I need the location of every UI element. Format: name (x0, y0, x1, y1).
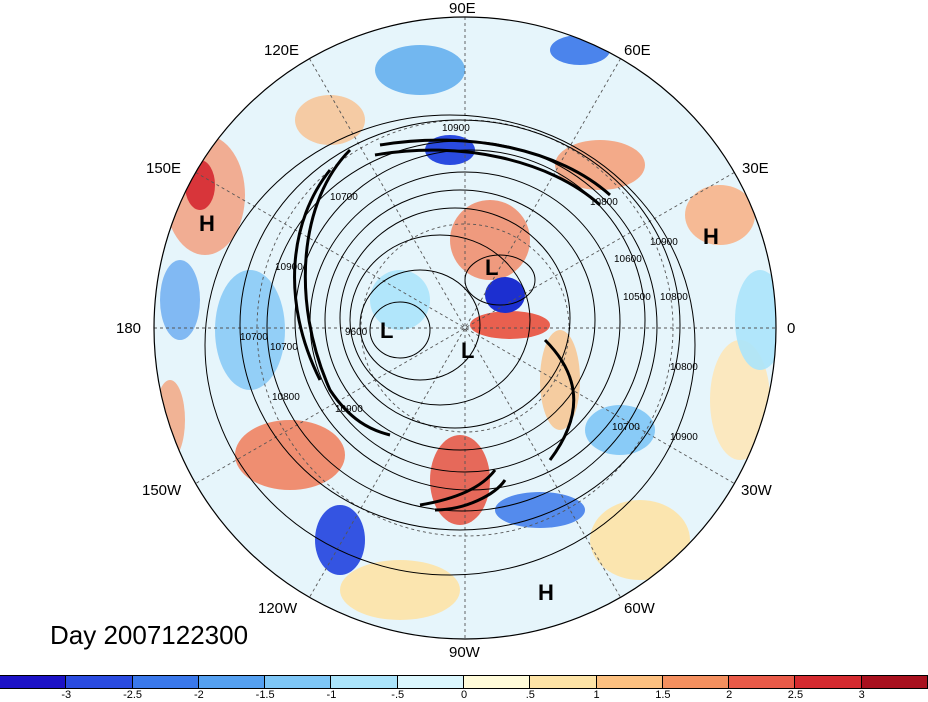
colorbar-tick-label: 1.5 (655, 689, 671, 701)
contour-label: 10600 (614, 254, 642, 265)
contour-label: 10700 (240, 332, 268, 343)
colorbar-swatch (198, 676, 266, 688)
map-title: Day 2007122300 (50, 620, 249, 650)
colorbar-tick-label: 2 (726, 689, 733, 701)
contour-label: 9600 (345, 327, 368, 338)
colorbar-tick-label: 0 (460, 689, 468, 701)
colorbar-swatch (596, 676, 663, 688)
contour-label: 10900 (650, 237, 678, 248)
anomaly-field (154, 17, 776, 639)
contour-label: 10800 (272, 392, 300, 403)
colorbar-swatch (463, 676, 531, 688)
polar-stereographic-map: 10900 10700 10800 10500 10600 10900 1080… (153, 16, 777, 640)
colorbar-tick-label: .5 (525, 689, 535, 701)
high-pressure-marker: H (538, 580, 554, 605)
colorbar-swatch (331, 676, 398, 688)
colorbar-swatch (132, 676, 199, 688)
contour-label: 10900 (442, 123, 470, 134)
contour-label: 10900 (335, 404, 363, 415)
contour-label: 10800 (590, 197, 618, 208)
colorbar-tick-label: 2.5 (787, 689, 804, 701)
lon-label-180: 180 (116, 320, 142, 337)
contour-label: 10800 (660, 292, 688, 303)
lon-label-90w: 90W (449, 644, 480, 661)
jet-contours (293, 138, 612, 512)
colorbar-tick-label: -2 (193, 689, 204, 701)
contour-label: 10500 (623, 292, 651, 303)
colorbar-tick-label: 3 (858, 689, 865, 701)
map-boundary (153, 16, 777, 640)
colorbar-swatch (530, 676, 597, 688)
lon-label-30w: 30W (741, 482, 772, 499)
lon-label-120w: 120W (258, 600, 298, 617)
colorbar-swatch (397, 676, 464, 688)
colorbar-swatch (265, 676, 332, 688)
colorbar-swatch (0, 676, 67, 688)
colorbar-swatch (66, 676, 133, 688)
colorbar (0, 675, 928, 689)
colorbar-swatch (729, 676, 796, 688)
contour-label: 10900 (275, 262, 303, 273)
low-pressure-marker: L (380, 318, 394, 343)
colorbar-tick-label: -.5 (391, 689, 405, 701)
contour-labels: 10900 10700 10800 10500 10600 10900 1080… (240, 123, 698, 443)
colorbar-tick-label: -1 (326, 689, 337, 701)
contour-label: 10700 (330, 192, 358, 203)
contour-label: 10900 (670, 432, 698, 443)
lon-label-150w: 150W (142, 482, 182, 499)
contour-label: 10700 (612, 422, 640, 433)
colorbar-tick-label: -3 (61, 689, 72, 701)
contour-label: 10800 (670, 362, 698, 373)
lon-label-60w: 60W (624, 600, 655, 617)
low-pressure-marker: L (485, 255, 499, 280)
contour-label: 10700 (270, 342, 298, 353)
high-pressure-marker: H (199, 211, 215, 236)
colorbar-tick-label: -2.5 (123, 689, 143, 701)
lon-label-150e: 150E (146, 160, 182, 177)
lon-label-120e: 120E (264, 42, 300, 59)
colorbar-tick-label: -1.5 (255, 689, 275, 701)
lon-label-0: 0 (787, 320, 796, 337)
high-pressure-marker: H (703, 224, 719, 249)
lon-label-90e: 90E (449, 0, 476, 17)
lon-label-60e: 60E (624, 42, 651, 59)
colorbar-tick-label: 1 (593, 689, 600, 701)
colorbar-swatch (795, 676, 862, 688)
colorbar-swatch (662, 676, 730, 688)
low-pressure-marker: L (461, 338, 475, 363)
colorbar-swatch (861, 676, 928, 688)
lon-label-30e: 30E (742, 160, 769, 177)
